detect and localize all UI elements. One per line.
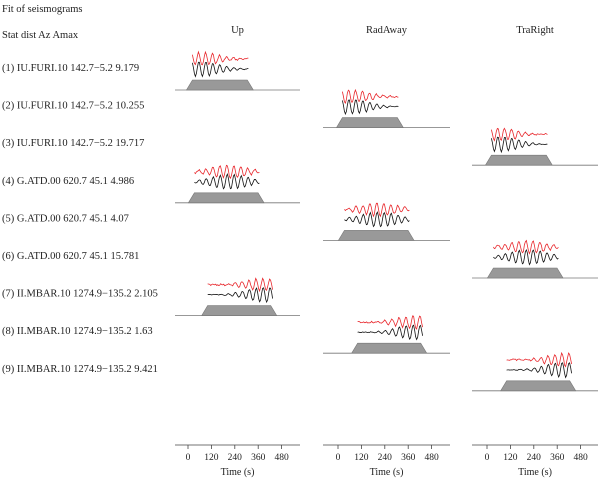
panel-row-5 bbox=[323, 202, 450, 241]
observed-trace bbox=[207, 277, 273, 293]
x-axis-label: Time (s) bbox=[370, 467, 404, 478]
tick-label: 240 bbox=[527, 453, 542, 463]
synthetic-trace bbox=[493, 248, 559, 266]
panel-row-6 bbox=[472, 239, 598, 279]
time-axes: 0 120 240 360 480 Time (s) 0 120 240 360 480 Time (… bbox=[175, 444, 598, 478]
station-labels: (1) IU.FURI.10 142.7−5.2 9.179 (2) IU.FUR… bbox=[2, 63, 158, 375]
time-window bbox=[351, 342, 428, 354]
tick-label: 360 bbox=[251, 453, 266, 463]
station-label: (8) II.MBAR.10 1274.9−135.2 1.63 bbox=[2, 326, 153, 337]
station-label: (3) IU.FURI.10 142.7−5.2 19.717 bbox=[2, 138, 144, 149]
observed-trace bbox=[506, 351, 572, 368]
tick-label: 480 bbox=[274, 453, 289, 463]
observed-trace bbox=[194, 164, 260, 180]
station-label: (2) IU.FURI.10 142.7−5.2 10.255 bbox=[2, 101, 144, 112]
synthetic-trace bbox=[207, 287, 273, 304]
time-window bbox=[337, 230, 415, 241]
tick-label: 0 bbox=[336, 453, 341, 463]
observed-trace bbox=[342, 88, 399, 104]
tick-label: 480 bbox=[573, 453, 588, 463]
tick-label: 480 bbox=[424, 453, 439, 463]
component-header-traright: TraRight bbox=[516, 25, 554, 36]
tick-label: 120 bbox=[503, 453, 518, 463]
tick-label: 360 bbox=[401, 453, 416, 463]
time-window bbox=[187, 192, 265, 204]
station-label: (6) G.ATD.00 620.7 45.1 15.781 bbox=[2, 251, 139, 262]
station-label: (4) G.ATD.00 620.7 45.1 4.986 bbox=[2, 176, 134, 187]
panel-row-9 bbox=[472, 351, 598, 392]
component-headers: Up RadAway TraRight bbox=[231, 25, 554, 36]
observed-trace bbox=[344, 202, 410, 218]
synthetic-trace bbox=[192, 61, 249, 78]
observed-trace bbox=[357, 315, 423, 330]
time-window bbox=[201, 305, 278, 316]
time-window bbox=[500, 380, 577, 392]
figure-title: Fit of seismograms bbox=[2, 4, 83, 15]
component-header-up: Up bbox=[231, 25, 244, 36]
tick-label: 0 bbox=[186, 453, 191, 463]
component-header-radaway: RadAway bbox=[366, 25, 408, 36]
panel-row-8 bbox=[323, 315, 450, 354]
column-header: Stat dist Az Amax bbox=[2, 30, 79, 41]
synthetic-trace bbox=[491, 136, 548, 154]
synthetic-trace bbox=[342, 99, 399, 116]
tick-label: 360 bbox=[550, 453, 565, 463]
station-label: (1) IU.FURI.10 142.7−5.2 9.179 bbox=[2, 63, 139, 74]
time-window bbox=[484, 154, 553, 166]
station-label: (9) II.MBAR.10 1274.9−135.2 9.421 bbox=[2, 364, 158, 375]
observed-trace bbox=[491, 127, 548, 142]
panel-row-7 bbox=[175, 277, 300, 317]
tick-label: 240 bbox=[378, 453, 393, 463]
time-window bbox=[185, 79, 254, 91]
tick-label: 120 bbox=[204, 453, 219, 463]
tick-label: 240 bbox=[228, 453, 243, 463]
tick-label: 120 bbox=[354, 453, 369, 463]
synthetic-trace bbox=[506, 362, 572, 379]
synthetic-trace bbox=[357, 324, 423, 341]
panel-row-4 bbox=[175, 164, 300, 204]
panel-row-1 bbox=[175, 50, 300, 91]
time-window bbox=[486, 267, 564, 279]
seismogram-panels bbox=[175, 50, 598, 392]
panel-row-3 bbox=[472, 127, 598, 166]
time-window bbox=[335, 117, 404, 128]
x-axis-label: Time (s) bbox=[221, 467, 255, 478]
station-label: (5) G.ATD.00 620.7 45.1 4.07 bbox=[2, 213, 129, 224]
panel-row-2 bbox=[323, 88, 450, 128]
station-label: (7) II.MBAR.10 1274.9−135.2 2.105 bbox=[2, 289, 158, 300]
tick-label: 0 bbox=[485, 453, 490, 463]
observed-trace bbox=[192, 50, 249, 66]
x-axis-label: Time (s) bbox=[518, 467, 552, 478]
synthetic-trace bbox=[344, 211, 410, 228]
observed-trace bbox=[493, 239, 559, 255]
synthetic-trace bbox=[194, 172, 260, 190]
